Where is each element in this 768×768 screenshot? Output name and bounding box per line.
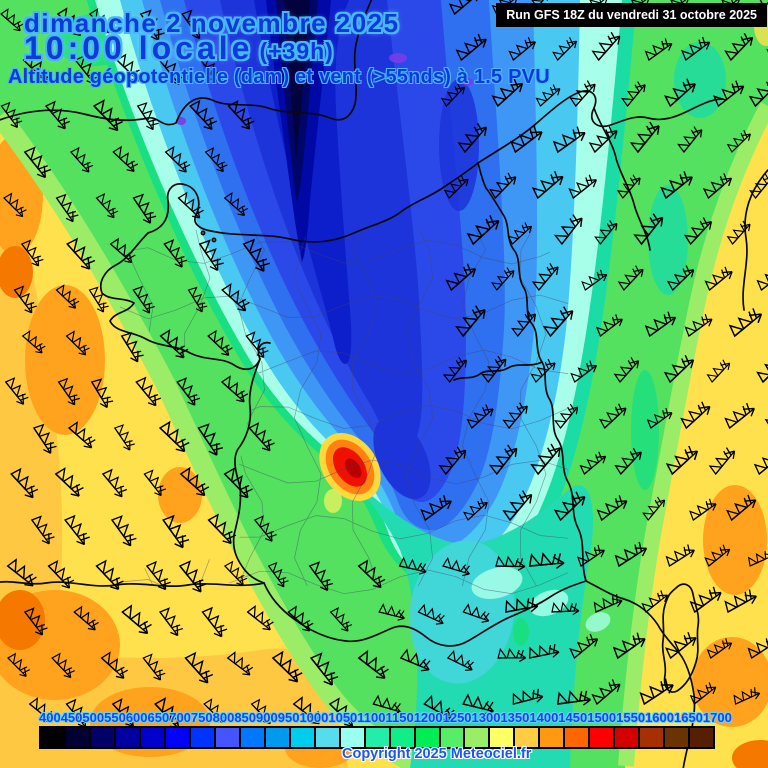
geo-south-corridor — [322, 448, 611, 768]
scale-cell — [315, 728, 339, 747]
scale-cell — [440, 728, 464, 747]
scale-label: 1100 — [357, 710, 386, 725]
scale-label: 1150 — [385, 710, 414, 725]
scale-cell — [140, 728, 164, 747]
scale-label: 1550 — [616, 710, 646, 725]
scale-cell — [41, 728, 64, 747]
scale-cell — [115, 728, 139, 747]
scale-cell — [415, 728, 439, 747]
anomaly-spot-halo — [324, 489, 342, 513]
run-info-badge: Run GFS 18Z du vendredi 31 octobre 2025 — [496, 3, 767, 27]
scale-cell — [540, 728, 564, 747]
scale-label: 400 — [39, 710, 61, 725]
scale-label: 1400 — [529, 710, 559, 725]
scale-cell — [565, 728, 589, 747]
scale-cell — [265, 728, 289, 747]
scale-cell — [490, 728, 514, 747]
forecast-date: dimanche 2 novembre 2025 — [24, 8, 400, 38]
scale-cell — [190, 728, 214, 747]
scale-cell — [615, 728, 639, 747]
scale-cell — [690, 728, 714, 747]
scale-label: 1050 — [328, 710, 358, 725]
scale-label: 1600 — [645, 710, 674, 725]
copyright-label: Copyright 2025 Meteociel.fr — [342, 746, 532, 762]
scale-cell — [640, 728, 664, 747]
scale-label: 700 — [169, 710, 191, 725]
scale-label: 850 — [234, 710, 257, 725]
scale-cell — [240, 728, 264, 747]
scale-label: 1650 — [673, 710, 703, 725]
map-subtitle: Altitude géopotentielle (dam) et vent (>… — [8, 66, 550, 88]
scale-cell — [465, 728, 489, 747]
scale-cell — [90, 728, 114, 747]
scale-label: 1350 — [500, 710, 530, 725]
scale-label: 1300 — [471, 710, 501, 725]
scale-label: 450 — [60, 710, 83, 725]
scale-label: 900 — [256, 710, 278, 725]
scale-cell — [65, 728, 89, 747]
scale-label: 550 — [104, 710, 126, 725]
purple-blips — [176, 53, 473, 125]
scale-labels-row: 400 450 500 550 600 650 700 750 800 850 900 950 1000… — [39, 710, 732, 726]
scale-label: 600 — [125, 710, 148, 725]
scale-label: 650 — [147, 710, 170, 725]
scale-label: 950 — [277, 710, 300, 725]
scale-label: 800 — [212, 710, 235, 725]
scale-label: 1700 — [702, 710, 732, 725]
scale-label: 1200 — [413, 710, 443, 725]
scale-cell — [340, 728, 364, 747]
forecast-time: 10:00 locale (+39h) — [24, 30, 334, 67]
scale-label: 500 — [82, 710, 105, 725]
scale-cell — [390, 728, 414, 747]
scale-cell — [215, 728, 239, 747]
scale-cell — [165, 728, 189, 747]
scale-cell — [365, 728, 389, 747]
scale-cell — [290, 728, 314, 747]
scale-cell — [515, 728, 539, 747]
scale-label: 1000 — [299, 710, 329, 725]
geo-band-spring-rim — [86, 0, 444, 593]
scale-label: 1500 — [587, 710, 617, 725]
scale-cells-row — [39, 726, 715, 749]
scale-label: 1250 — [442, 710, 472, 725]
scale-cell — [665, 728, 689, 747]
scale-cell — [590, 728, 614, 747]
geo-trough-bands — [95, 0, 622, 586]
forecast-time-label: 10:00 locale — [24, 30, 254, 66]
scale-label: 1450 — [558, 710, 588, 725]
color-scale: 400 450 500 550 600 650 700 750 800 850 900 950 1000… — [39, 710, 732, 749]
forecast-offset: (+39h) — [259, 38, 334, 64]
scale-label: 750 — [190, 710, 213, 725]
